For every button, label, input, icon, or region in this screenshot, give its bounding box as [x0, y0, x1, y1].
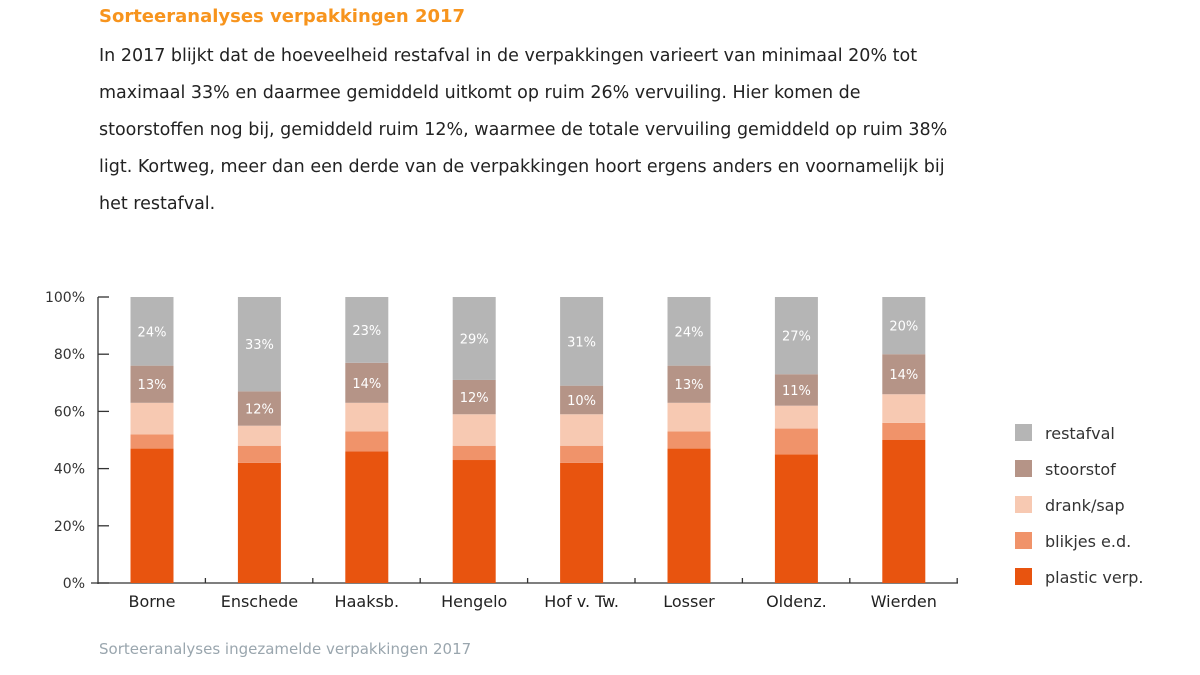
y-tick-label: 40%	[54, 462, 85, 478]
bar-segment-restafval	[882, 297, 926, 355]
data-label: 13%	[138, 378, 167, 393]
bar-segment-plastic-verp-	[560, 462, 604, 583]
bar-segment-plastic-verp-	[130, 448, 174, 583]
data-label: 29%	[460, 332, 489, 347]
bar-segment-drank-sap	[130, 402, 174, 435]
bar-segment-drank-sap	[882, 394, 926, 423]
bar-segment-restafval	[130, 297, 174, 366]
bar-segment-plastic-verp-	[882, 440, 926, 583]
bar-segment-drank-sap	[237, 425, 281, 446]
bar-segment-plastic-verp-	[237, 462, 281, 583]
y-tick-label: 0%	[63, 576, 85, 592]
bar-segment-stoorstof	[882, 354, 926, 395]
x-category-label: Borne	[128, 592, 175, 611]
y-tick-label: 100%	[45, 290, 85, 306]
legend-swatch	[1015, 496, 1032, 513]
data-label: 33%	[245, 338, 274, 353]
legend-swatch	[1015, 460, 1032, 477]
data-label: 14%	[352, 377, 381, 392]
data-label: 20%	[889, 320, 918, 335]
bar-segment-restafval	[452, 297, 496, 380]
bar-segment-drank-sap	[560, 414, 604, 446]
x-category-label: Hof v. Tw.	[544, 592, 619, 611]
bar-segment-blikjes-e-d-	[774, 428, 818, 455]
x-category-label: Haaksb.	[335, 592, 399, 611]
bar-segment-plastic-verp-	[345, 451, 389, 583]
data-label: 31%	[567, 335, 596, 350]
bar-segment-stoorstof	[452, 379, 496, 415]
data-label: 13%	[675, 378, 704, 393]
bar-segment-restafval	[237, 297, 281, 392]
bar-segment-blikjes-e-d-	[237, 445, 281, 463]
intro-paragraph: In 2017 blijkt dat de hoeveelheid restaf…	[99, 46, 948, 214]
legend-label: drank/sap	[1045, 496, 1125, 515]
data-label: 24%	[675, 325, 704, 340]
bar-segment-blikjes-e-d-	[452, 445, 496, 461]
legend-label: blikjes e.d.	[1045, 532, 1131, 551]
bar-segment-drank-sap	[774, 405, 818, 429]
x-category-label: Oldenz.	[766, 592, 827, 611]
bar-segment-drank-sap	[345, 402, 389, 432]
legend-label: plastic verp.	[1045, 568, 1143, 587]
data-label: 23%	[352, 324, 381, 339]
legend-swatch	[1015, 568, 1032, 585]
chart-title: Sorteeranalyses verpakkingen 2017	[99, 6, 466, 27]
chart-caption: Sorteeranalyses ingezamelde verpakkingen…	[99, 640, 472, 658]
bar-segment-drank-sap	[667, 402, 711, 432]
data-label: 10%	[567, 394, 596, 409]
legend-label: restafval	[1045, 424, 1115, 443]
data-label: 14%	[889, 368, 918, 383]
bar-segment-stoorstof	[774, 374, 818, 406]
data-label: 12%	[245, 403, 274, 418]
bar-segment-restafval	[774, 297, 818, 375]
bar-segment-stoorstof	[130, 365, 174, 403]
bar-segment-stoorstof	[345, 362, 389, 403]
x-category-label: Wierden	[871, 592, 937, 611]
bar-segment-blikjes-e-d-	[882, 422, 926, 440]
data-label: 12%	[460, 391, 489, 406]
bar-segment-restafval	[560, 297, 604, 386]
legend-swatch	[1015, 532, 1032, 549]
legend-swatch	[1015, 424, 1032, 441]
x-category-label: Hengelo	[441, 592, 507, 611]
data-label: 11%	[782, 384, 811, 399]
bar-segment-blikjes-e-d-	[667, 431, 711, 449]
x-category-label: Losser	[663, 592, 715, 611]
bar-segment-stoorstof	[237, 391, 281, 426]
bar-segment-restafval	[667, 297, 711, 366]
bar-segment-blikjes-e-d-	[345, 431, 389, 452]
data-label: 24%	[138, 325, 167, 340]
bar-segment-plastic-verp-	[667, 448, 711, 583]
y-tick-label: 60%	[54, 404, 85, 420]
bar-segment-drank-sap	[452, 414, 496, 446]
data-label: 27%	[782, 330, 811, 345]
legend-label: stoorstof	[1045, 460, 1116, 479]
bar-segment-restafval	[345, 297, 389, 363]
bar-segment-stoorstof	[560, 385, 604, 415]
y-tick-label: 80%	[54, 347, 85, 363]
x-category-label: Enschede	[221, 592, 298, 611]
bar-segment-stoorstof	[667, 365, 711, 403]
bar-segment-blikjes-e-d-	[130, 434, 174, 449]
bar-segment-plastic-verp-	[452, 460, 496, 583]
bar-segment-blikjes-e-d-	[560, 445, 604, 463]
bar-segment-plastic-verp-	[774, 454, 818, 583]
y-tick-label: 20%	[54, 519, 85, 535]
